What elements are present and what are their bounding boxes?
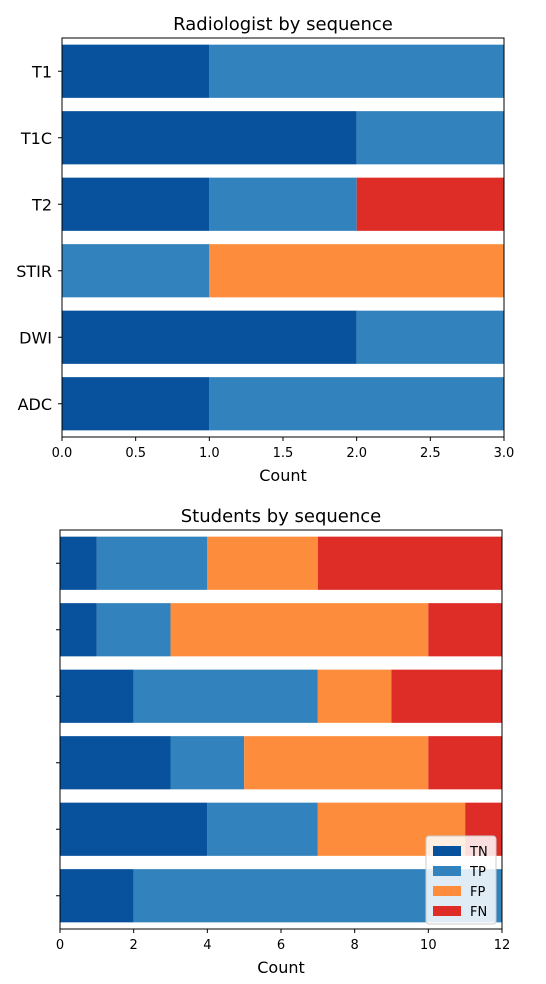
y-tick-label: ADC [18,395,52,414]
x-axis: 0 2 4 6 8 10 12 [56,929,510,953]
bar-tp-0 [209,44,505,98]
bar-tp-3 [62,244,210,298]
bar-tp-4 [207,802,318,856]
x-tick-label: 1.5 [273,446,294,461]
bar-tp-1 [356,111,504,165]
legend: TN TP FP FN [425,835,497,925]
x-axis: 0.0 0.5 1.0 1.5 2.0 2.5 3.0 [52,437,515,461]
x-tick-label: 2.0 [346,446,367,461]
x-tick-label: 0 [56,938,64,953]
bar-tn-5 [62,377,210,431]
bar-tn-1 [60,603,97,657]
x-tick-label: 3.0 [494,446,515,461]
bar-tn-3 [60,736,171,790]
bar-tn-0 [62,44,210,98]
legend-swatch-fn [433,906,461,916]
bar-tp-1 [96,603,171,657]
radiologist-chart: Radiologist by sequence T1 T1C T2 STIR DWI AD… [16,14,514,485]
x-tick-label: 12 [494,938,511,953]
legend-label-tp: TP [469,865,486,880]
bar-tn-4 [60,802,208,856]
x-tick-label: 1.0 [199,446,220,461]
y-axis: T1 T1C T2 STIR DWI ADC [16,62,62,414]
y-tick-label: DWI [19,328,52,347]
bar-layer [62,44,505,431]
legend-label-fp: FP [470,885,485,900]
bar-fp-3 [209,244,505,298]
bar-tp-5 [209,377,505,431]
bar-tn-1 [62,111,357,165]
bar-fp-2 [317,669,392,723]
bar-tn-0 [60,536,97,590]
bar-fn-1 [428,603,502,657]
bar-fn-0 [317,536,502,590]
y-axis [56,562,60,897]
legend-label-fn: FN [470,905,487,920]
x-tick-label: 8 [351,938,359,953]
legend-box [425,835,497,925]
bar-fn-2 [356,177,504,231]
y-tick-label: T2 [31,195,52,214]
legend-label-tn: TN [469,845,488,860]
x-tick-label: 6 [277,938,285,953]
legend-swatch-fp [433,886,461,896]
bar-tp-3 [170,736,245,790]
y-tick-label: T1C [20,129,52,148]
x-axis-label: Count [257,958,305,977]
students-chart: Students by sequence 0 2 4 6 8 10 12 Count TNT… [56,506,510,977]
bar-tn-5 [60,869,134,923]
bar-fp-1 [170,603,429,657]
bar-tp-4 [356,310,504,364]
bar-fn-3 [428,736,502,790]
bar-tn-2 [62,177,210,231]
y-tick-label: STIR [16,262,52,281]
bar-tn-4 [62,310,357,364]
x-tick-label: 4 [203,938,211,953]
chart-title: Students by sequence [181,506,382,527]
x-tick-label: 2.5 [420,446,441,461]
x-tick-label: 10 [420,938,437,953]
bar-tp-2 [209,177,357,231]
bar-tp-2 [133,669,318,723]
x-axis-label: Count [259,466,307,485]
y-tick-label: T1 [31,62,52,81]
legend-swatch-tp [433,866,461,876]
chart-title: Radiologist by sequence [173,14,393,35]
x-tick-label: 2 [130,938,138,953]
bar-fn-2 [391,669,502,723]
bar-tn-2 [60,669,134,723]
x-tick-label: 0.0 [52,446,73,461]
x-tick-label: 0.5 [125,446,146,461]
bar-tp-0 [96,536,208,590]
bar-fp-0 [207,536,318,590]
legend-swatch-tn [433,846,461,856]
bar-fp-3 [244,736,429,790]
